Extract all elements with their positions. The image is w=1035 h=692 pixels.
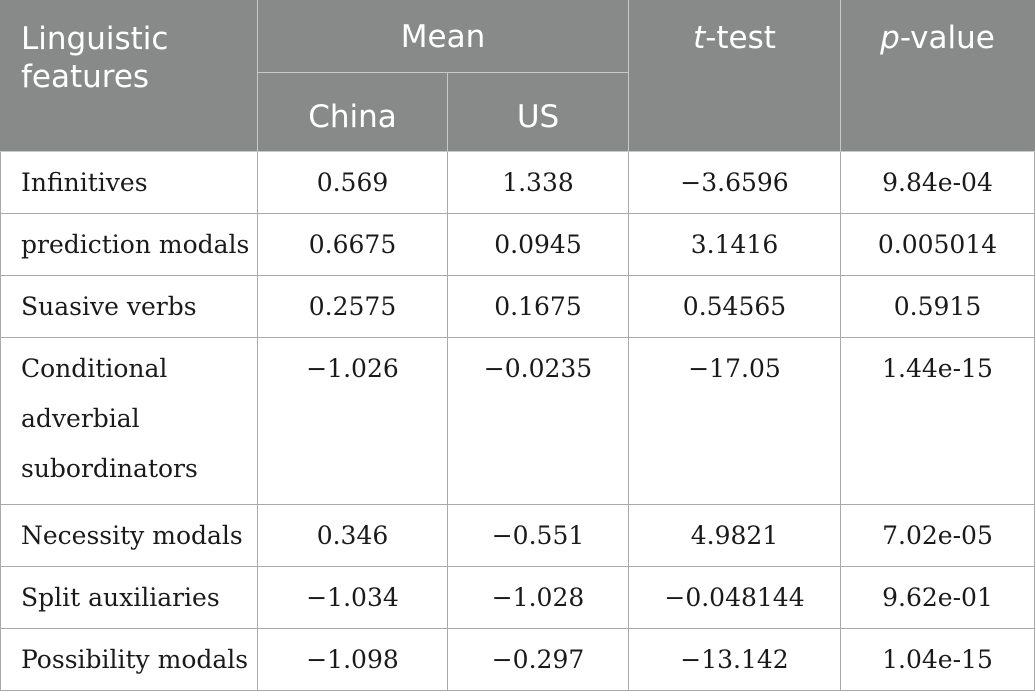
cell-t-test: 0.54565: [628, 275, 841, 338]
cell-us: −0.551: [447, 504, 629, 567]
header-p-italic: p: [880, 20, 900, 56]
header-mean: Mean: [257, 0, 629, 73]
cell-feature: Conditional adverbial subordinators: [0, 337, 258, 505]
cell-china: 0.346: [257, 504, 448, 567]
cell-p-value: 0.5915: [840, 275, 1035, 338]
cell-feature: Possibility modals: [0, 628, 258, 691]
header-features-line2: features: [21, 59, 150, 95]
cell-china: −1.034: [257, 566, 448, 629]
cell-china: 0.6675: [257, 213, 448, 276]
table-row: Split auxiliaries −1.034 −1.028 −0.04814…: [0, 566, 1035, 629]
cell-p-value: 9.62e-01: [840, 566, 1035, 629]
cell-feature: Necessity modals: [0, 504, 258, 567]
header-t-italic: t: [693, 20, 706, 56]
table-row: Infinitives 0.569 1.338 −3.6596 9.84e-04: [0, 151, 1035, 214]
header-t-rest: -test: [705, 20, 776, 56]
header-row-1: Linguistic features Mean t-test p-value: [0, 0, 1035, 152]
cell-feature: Split auxiliaries: [0, 566, 258, 629]
header-us: US: [447, 72, 629, 152]
table-row: prediction modals 0.6675 0.0945 3.1416 0…: [0, 213, 1035, 276]
cell-us: −1.028: [447, 566, 629, 629]
cell-feature-line: adverbial: [21, 404, 140, 433]
cell-feature-line: subordinators: [21, 454, 198, 483]
header-features-line1: Linguistic: [21, 21, 169, 57]
cell-feature: Infinitives: [0, 151, 258, 214]
cell-p-value: 7.02e-05: [840, 504, 1035, 567]
cell-t-test: −0.048144: [628, 566, 841, 629]
cell-us: 1.338: [447, 151, 629, 214]
table-row: Possibility modals −1.098 −0.297 −13.142…: [0, 628, 1035, 691]
cell-china: 0.569: [257, 151, 448, 214]
cell-us: 0.0945: [447, 213, 629, 276]
cell-p-value: 1.04e-15: [840, 628, 1035, 691]
header-p-rest: -value: [899, 20, 995, 56]
cell-t-test: −3.6596: [628, 151, 841, 214]
header-t-test: t-test: [628, 0, 841, 152]
table-row: Conditional adverbial subordinators −1.026…: [0, 337, 1035, 505]
header-china: China: [257, 72, 448, 152]
cell-feature-line: Conditional: [21, 354, 168, 383]
cell-us: 0.1675: [447, 275, 629, 338]
cell-china: −1.026: [257, 337, 448, 505]
table-row: Suasive verbs 0.2575 0.1675 0.54565 0.59…: [0, 275, 1035, 338]
table-row: Necessity modals 0.346 −0.551 4.9821 7.0…: [0, 504, 1035, 567]
header-row-2: China US: [1, 72, 1035, 152]
cell-p-value: 0.005014: [840, 213, 1035, 276]
table-body: Infinitives 0.569 1.338 −3.6596 9.84e-04…: [0, 151, 1035, 691]
table-header: Linguistic features Mean t-test p-value C…: [0, 0, 1035, 152]
cell-feature: prediction modals: [0, 213, 258, 276]
header-p-value: p-value: [840, 0, 1035, 152]
cell-china: −1.098: [257, 628, 448, 691]
cell-p-value: 1.44e-15: [840, 337, 1035, 505]
cell-t-test: 4.9821: [628, 504, 841, 567]
cell-feature: Suasive verbs: [0, 275, 258, 338]
header-linguistic-features: Linguistic features: [0, 0, 258, 152]
cell-t-test: −13.142: [628, 628, 841, 691]
cell-t-test: 3.1416: [628, 213, 841, 276]
cell-us: −0.297: [447, 628, 629, 691]
cell-china: 0.2575: [257, 275, 448, 338]
cell-p-value: 9.84e-04: [840, 151, 1035, 214]
cell-t-test: −17.05: [628, 337, 841, 505]
cell-us: −0.0235: [447, 337, 629, 505]
